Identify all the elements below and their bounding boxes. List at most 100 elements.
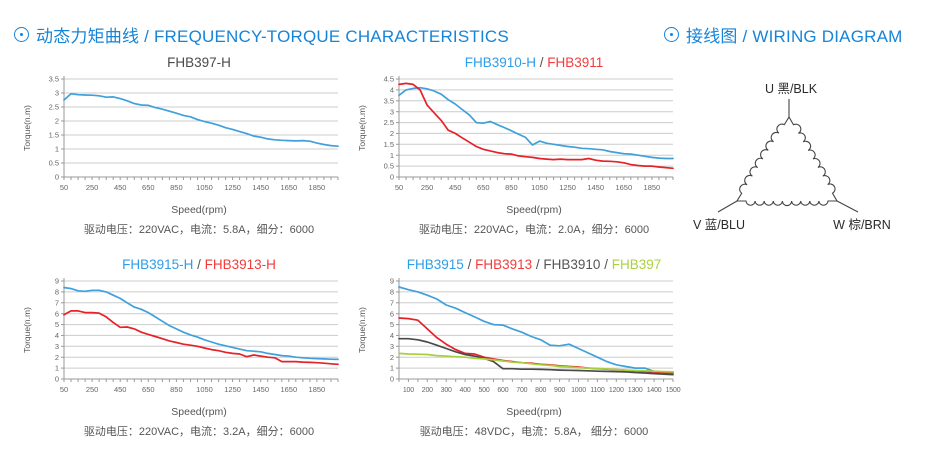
x-tick-label: 600 bbox=[497, 387, 508, 394]
x-tick-label: 1000 bbox=[571, 387, 586, 394]
chart-fhb3910-h-fhb3911: FHB3910-H / FHB3911 0 0.5 1 1.5 2 2.5 3 3.5 4 4.5… bbox=[355, 54, 681, 237]
y-tick-label: 3.5 bbox=[384, 96, 394, 105]
x-tick-label: 1250 bbox=[224, 385, 241, 394]
x-tick-label: 650 bbox=[142, 183, 155, 192]
x-tick-label: 1850 bbox=[309, 183, 326, 192]
y-tick-label: 2.5 bbox=[49, 103, 59, 112]
chart-caption: 驱动电压：220VAC，电流：3.2A，细分：6000 bbox=[83, 426, 315, 438]
x-tick-label: 1250 bbox=[224, 183, 241, 192]
x-tick-label: 1050 bbox=[531, 183, 548, 192]
chart-title-part: FHB397 bbox=[611, 257, 662, 272]
chart-title: FHB3915-H / FHB3913-H bbox=[20, 256, 346, 273]
x-tick-label: 1050 bbox=[196, 385, 213, 394]
torque-speed-plot: 0 0.5 1 1.5 2 2.5 3 3.54 4.5 50 250 450 650 850 1050 12… bbox=[357, 75, 674, 192]
x-tick-label: 700 bbox=[516, 387, 527, 394]
wiring-svg: U 黑/BLK V 蓝/BLU W 棕/BRN bbox=[693, 82, 891, 232]
series-line-FHB3911 bbox=[398, 82, 674, 170]
y-tick-label: 2 bbox=[390, 353, 394, 362]
chart-caption: 驱动电压：220VAC，电流：2.0A，细分：6000 bbox=[418, 224, 650, 236]
y-tick-label: 1.5 bbox=[384, 140, 394, 149]
chart-fhb3915-h-fhb3913-h: FHB3915-H / FHB3913-H 0 1 2 3 4 5 6 7 8 9 50 250 450… bbox=[20, 256, 346, 439]
x-tick-label: 1450 bbox=[252, 385, 269, 394]
y-tick-label: 6 bbox=[55, 309, 59, 318]
y-tick-label: 8 bbox=[390, 288, 394, 297]
x-tick-label: 850 bbox=[505, 183, 518, 192]
x-tick-label: 400 bbox=[460, 387, 471, 394]
y-tick-label: 7 bbox=[390, 298, 394, 307]
wiring-diagram: U 黑/BLK V 蓝/BLU W 棕/BRN bbox=[680, 55, 950, 255]
y-tick-label: 0.5 bbox=[384, 162, 394, 171]
x-tick-label: 50 bbox=[395, 183, 403, 192]
x-tick-label: 50 bbox=[60, 183, 68, 192]
y-tick-label: 2 bbox=[55, 117, 59, 126]
terminal-label-v: V 蓝/BLU bbox=[693, 218, 745, 232]
x-tick-label: 850 bbox=[170, 385, 183, 394]
lead-v bbox=[717, 200, 738, 213]
x-tick-label: 100 bbox=[403, 387, 414, 394]
chart-caption: 驱动电压：220VAC，电流：5.8A，细分：6000 bbox=[83, 224, 315, 236]
y-tick-label: 3 bbox=[390, 342, 394, 351]
y-tick-label: 0.5 bbox=[49, 159, 59, 168]
x-tick-label: 1500 bbox=[666, 387, 681, 394]
y-tick-label: 2 bbox=[55, 353, 59, 362]
chart-title-part: FHB3911 bbox=[547, 55, 604, 70]
x-tick-label: 450 bbox=[449, 183, 462, 192]
x-axis-label: Speed(rpm) bbox=[506, 406, 562, 418]
y-tick-label: 0 bbox=[55, 173, 59, 182]
y-tick-label: 2.5 bbox=[384, 118, 394, 127]
series-line-FHB3910-H bbox=[398, 86, 674, 160]
y-tick-label: 7 bbox=[55, 298, 59, 307]
y-tick-label: 0 bbox=[390, 375, 394, 384]
x-tick-label: 450 bbox=[114, 385, 127, 394]
series-line-FHB397 bbox=[398, 352, 674, 373]
y-tick-label: 3 bbox=[390, 107, 394, 116]
chart-title-part: / bbox=[535, 55, 548, 70]
x-tick-label: 50 bbox=[60, 385, 68, 394]
y-tick-label: 1 bbox=[55, 364, 59, 373]
y-tick-label: 9 bbox=[55, 277, 59, 286]
y-tick-label: 4 bbox=[390, 86, 394, 95]
x-tick-label: 250 bbox=[86, 385, 99, 394]
chart-title-part: / bbox=[600, 257, 612, 272]
circle-dot-icon bbox=[664, 27, 679, 42]
y-tick-label: 4 bbox=[55, 331, 59, 340]
series-line-FHB397-H bbox=[63, 92, 339, 148]
terminal-label-w: W 棕/BRN bbox=[833, 217, 891, 232]
y-axis-label: Torque(n.m) bbox=[357, 307, 367, 353]
x-tick-label: 1300 bbox=[628, 387, 643, 394]
y-tick-label: 6 bbox=[390, 309, 394, 318]
chart-caption: 驱动电压：48VDC，电流：5.8A， 细分：6000 bbox=[419, 426, 649, 438]
y-tick-label: 3 bbox=[55, 89, 59, 98]
x-tick-label: 900 bbox=[554, 387, 565, 394]
torque-speed-plot: 0 1 2 3 4 5 6 78 9 50 250 450 650 850 1050 1250 1450 1650… bbox=[22, 277, 339, 394]
series-line-FHB3910 bbox=[398, 337, 674, 376]
x-tick-label: 450 bbox=[114, 183, 127, 192]
x-tick-label: 500 bbox=[478, 387, 489, 394]
chart-title-part: / bbox=[193, 257, 205, 272]
chart-title-part: FHB3915-H bbox=[122, 257, 194, 272]
x-tick-label: 1400 bbox=[647, 387, 662, 394]
y-tick-label: 4 bbox=[390, 331, 394, 340]
x-tick-label: 800 bbox=[535, 387, 546, 394]
x-tick-label: 1250 bbox=[559, 183, 576, 192]
y-tick-label: 3.5 bbox=[49, 75, 59, 84]
y-tick-label: 1 bbox=[55, 145, 59, 154]
motor-coil-triangle bbox=[736, 116, 838, 207]
series-line-FHB3915-H bbox=[63, 286, 339, 361]
y-tick-label: 5 bbox=[55, 320, 59, 329]
y-tick-label: 1 bbox=[390, 364, 394, 373]
chart-title-part: FHB397-H bbox=[167, 55, 231, 70]
chart-title-part: FHB3913-H bbox=[204, 257, 276, 272]
x-tick-label: 1450 bbox=[587, 183, 604, 192]
chart-title-part: FHB3913 bbox=[475, 257, 533, 272]
x-tick-label: 1200 bbox=[609, 387, 624, 394]
y-tick-label: 5 bbox=[390, 320, 394, 329]
x-tick-label: 1650 bbox=[615, 183, 632, 192]
chart-title-part: FHB3910-H bbox=[464, 55, 536, 70]
frequency-torque-section-header: 动态力矩曲线 / FREQUENCY-TORQUE CHARACTERISTIC… bbox=[14, 22, 509, 47]
terminal-label-u: U 黑/BLK bbox=[765, 82, 818, 96]
lead-w bbox=[836, 200, 859, 213]
y-axis-label: Torque(n.m) bbox=[22, 307, 32, 353]
x-tick-label: 1650 bbox=[280, 183, 297, 192]
